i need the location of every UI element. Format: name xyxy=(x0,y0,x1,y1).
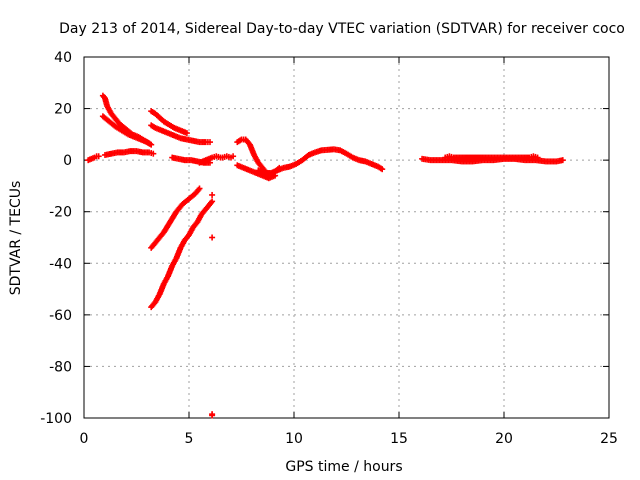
data-point xyxy=(209,198,216,205)
y-tick-label-minus60: -60 xyxy=(49,308,72,324)
y-tick-label-40: 40 xyxy=(54,50,72,66)
chart-title: Day 213 of 2014, Sidereal Day-to-day VTE… xyxy=(59,21,625,37)
x-tick-label-25: 25 xyxy=(600,431,618,447)
x-tick-label-0: 0 xyxy=(80,431,89,447)
data-point xyxy=(209,191,216,198)
data-point xyxy=(207,139,213,146)
x-tick-labels: 0 5 10 15 20 25 xyxy=(80,431,618,447)
y-tick-labels: 40 20 0 -20 -40 -60 -80 -100 xyxy=(40,50,72,427)
data-point xyxy=(148,141,155,148)
x-tick-label-15: 15 xyxy=(390,431,408,447)
data-point xyxy=(209,234,216,241)
data-point xyxy=(559,157,566,164)
data-point xyxy=(95,153,102,160)
data-point xyxy=(209,412,216,419)
grid-lines xyxy=(84,57,609,418)
data-point xyxy=(196,185,203,192)
data-points xyxy=(85,92,566,419)
y-tick-label-minus40: -40 xyxy=(49,256,72,272)
y-tick-label-20: 20 xyxy=(54,102,72,118)
data-point xyxy=(230,153,237,160)
x-tick-label-10: 10 xyxy=(285,431,303,447)
plot-frame xyxy=(83,56,610,419)
data-point xyxy=(183,130,190,137)
tick-marks xyxy=(83,56,610,419)
data-point xyxy=(150,150,157,157)
y-tick-label-minus80: -80 xyxy=(49,359,72,375)
y-tick-label-minus20: -20 xyxy=(49,205,72,221)
x-tick-label-5: 5 xyxy=(185,431,194,447)
y-tick-label-minus100: -100 xyxy=(40,411,72,427)
x-axis-label: GPS time / hours xyxy=(285,459,402,475)
x-tick-label-20: 20 xyxy=(495,431,513,447)
y-axis-label: SDTVAR / TECUs xyxy=(8,181,24,296)
y-tick-label-0: 0 xyxy=(63,153,72,169)
data-point xyxy=(379,166,386,173)
data-point xyxy=(534,154,541,161)
